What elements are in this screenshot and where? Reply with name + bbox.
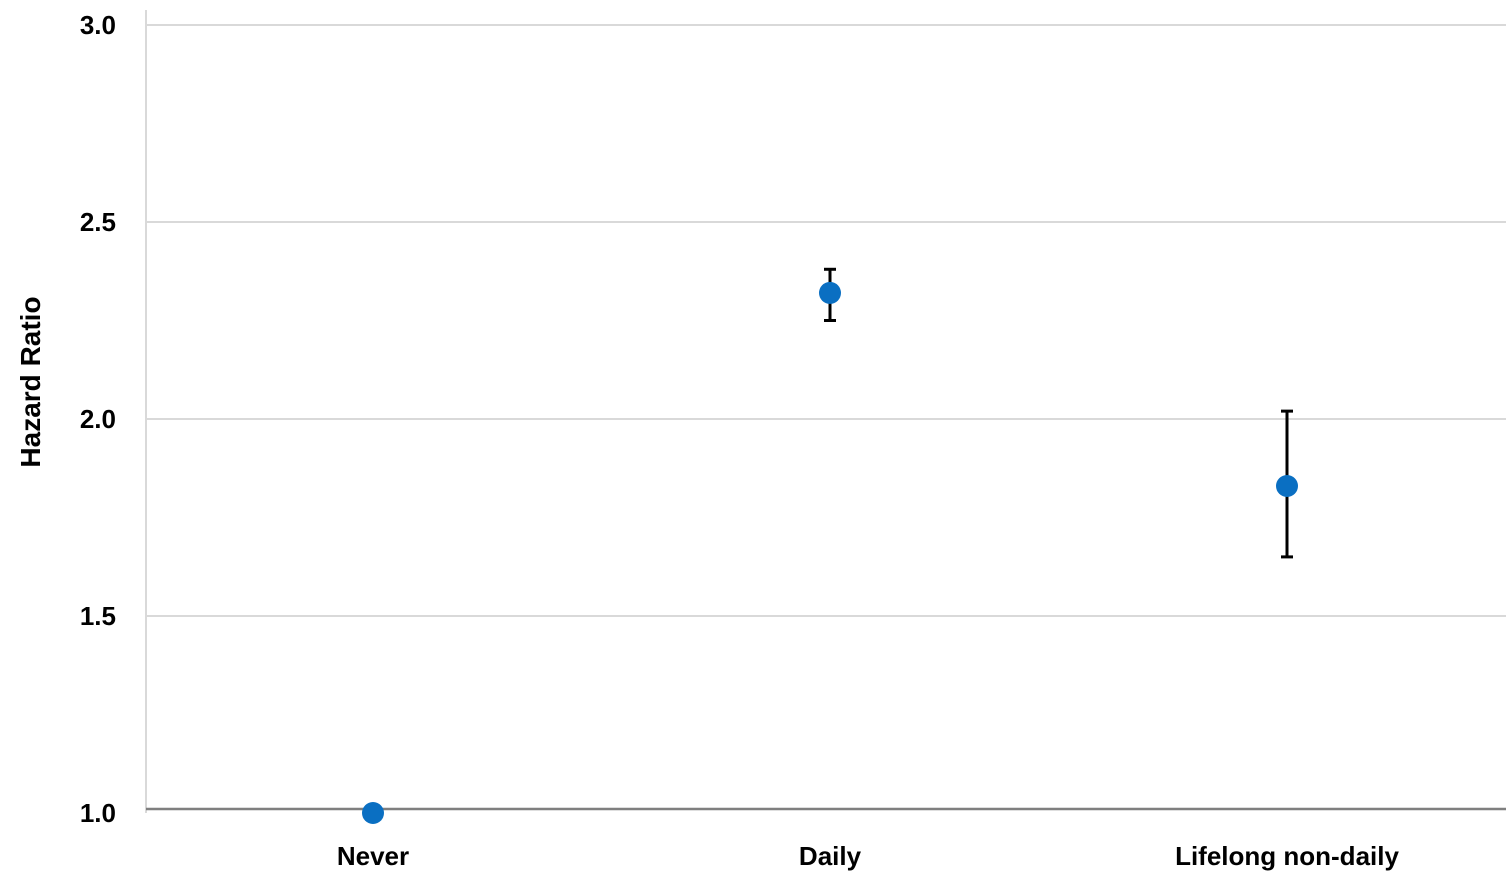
data-points [362, 281, 1298, 824]
data-point-1 [819, 281, 841, 304]
x-tick-label-1: Daily [799, 841, 862, 871]
x-tick-labels: Never Daily Lifelong non-daily [337, 841, 1400, 871]
axes [145, 10, 1506, 813]
y-tick-label-3: 2.5 [80, 207, 116, 237]
y-tick-label-0: 1.0 [80, 798, 116, 828]
y-axis-title: Hazard Ratio [15, 296, 46, 467]
gridlines [146, 24, 1506, 617]
y-tick-label-1: 1.5 [80, 601, 116, 631]
data-point-0 [362, 802, 384, 824]
y-tick-label-2: 2.0 [80, 404, 116, 434]
x-tick-label-0: Never [337, 841, 409, 871]
error-bars [824, 267, 1293, 559]
x-tick-label-2: Lifelong non-daily [1175, 841, 1399, 871]
data-point-2 [1276, 474, 1298, 497]
y-tick-label-4: 3.0 [80, 10, 116, 40]
y-tick-labels: 1.0 1.5 2.0 2.5 3.0 [80, 10, 116, 828]
